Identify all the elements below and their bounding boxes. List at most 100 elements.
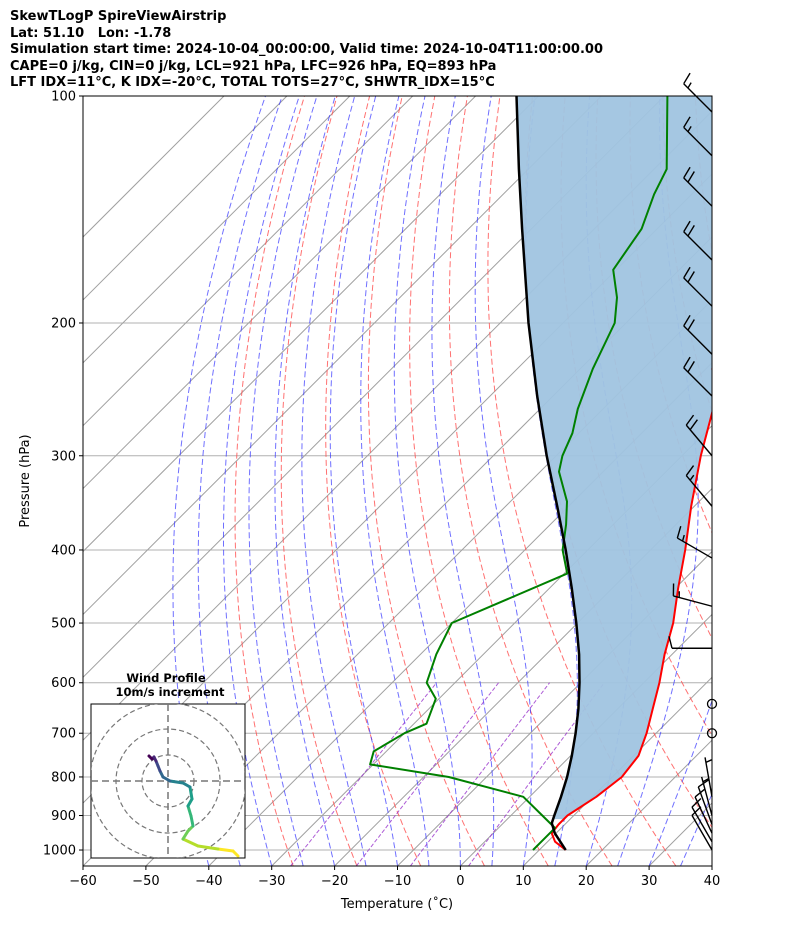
x-tick-label: 30 xyxy=(641,874,658,889)
moist-adiabat-line xyxy=(711,864,712,866)
dry-adiabat-line xyxy=(367,96,485,866)
x-tick-label: −40 xyxy=(195,874,222,889)
wind-barb-flag xyxy=(687,361,695,373)
wind-barb-flag xyxy=(683,116,691,128)
x-tick-label: 10 xyxy=(515,874,532,889)
title-indices-2: LFT IDX=11°C, K IDX=-20°C, TOTAL TOTS=27… xyxy=(10,75,495,90)
wind-barb-flag xyxy=(676,525,682,539)
dry-adiabat-line xyxy=(448,96,613,866)
moist-adiabat-line xyxy=(431,96,495,866)
y-axis-label: Pressure (hPa) xyxy=(18,434,33,527)
moist-adiabat-line xyxy=(648,699,712,866)
chart-titles: SkewTLogP SpireViewAirstrip Lat: 51.10 L… xyxy=(10,9,603,92)
wind-barb-flag xyxy=(683,314,691,327)
y-tick-label: 500 xyxy=(51,617,76,632)
wind-barb-flag xyxy=(683,72,691,85)
wind-barb-flag xyxy=(687,224,695,237)
x-tick-label: 0 xyxy=(456,874,464,889)
isotherm-line xyxy=(83,96,602,616)
moist-adiabat-line xyxy=(248,96,318,866)
title-indices-1: CAPE=0 j/kg, CIN=0 j/kg, LCL=921 hPa, LF… xyxy=(10,58,497,74)
wind-barb-staff xyxy=(683,367,713,397)
wind-barb-half-flag xyxy=(705,759,712,763)
wind-barb-flag xyxy=(685,465,695,477)
axes: −60 −50 −40 −30 −20 −10 0 10 20 30 40 100 200 300 400 5… xyxy=(43,90,720,890)
y-tick-label: 400 xyxy=(51,543,76,558)
y-tick-label: 100 xyxy=(51,90,76,105)
moist-adiabat-line xyxy=(274,96,336,866)
dry-adiabat-line xyxy=(761,96,794,866)
isotherm-line xyxy=(83,96,351,364)
wind-barb-staff xyxy=(694,796,713,834)
parcel-line xyxy=(515,96,581,851)
dry-adiabat-line xyxy=(728,96,794,866)
temperature-line xyxy=(550,367,712,851)
isotherm-line xyxy=(397,550,712,866)
wind-barb-flag xyxy=(668,636,673,649)
y-tick-label: 200 xyxy=(51,316,76,331)
mixing-ratio-line xyxy=(409,682,550,866)
wind-barb-flag xyxy=(683,220,691,233)
dry-adiabat-line xyxy=(409,96,549,866)
moist-adiabat-line xyxy=(393,96,461,866)
wind-barb-staff xyxy=(691,815,713,851)
x-tick-label: −60 xyxy=(69,874,96,889)
isotherm-line xyxy=(711,865,712,866)
x-tick-label: 40 xyxy=(704,874,721,889)
isotherm-line xyxy=(83,96,539,553)
moist-adiabat-line xyxy=(301,96,367,866)
wind-profile-inset: Wind Profile 10m/s increment xyxy=(90,671,246,859)
x-tick-label: −10 xyxy=(384,874,411,889)
wind-barb-staff xyxy=(704,757,713,797)
title-times: Simulation start time: 2024-10-04_00:00:… xyxy=(10,42,603,57)
isotherm-line xyxy=(83,96,414,427)
dry-adiabat-line xyxy=(487,96,677,866)
hodograph-segment xyxy=(216,847,235,853)
hodograph-segment xyxy=(147,754,154,761)
dry-adiabat-line xyxy=(234,96,305,866)
hodograph-segment xyxy=(181,837,200,848)
isotherm-line xyxy=(83,96,288,301)
wind-barb-staff xyxy=(685,475,713,507)
mixing-ratio-line xyxy=(290,682,437,866)
hodograph-segment xyxy=(188,785,194,801)
wind-barb-half-flag xyxy=(689,474,695,481)
wind-barb-staff xyxy=(683,126,713,157)
wind-barb-staff xyxy=(683,177,713,207)
isotherm-line xyxy=(83,96,476,490)
wind-barb-half-flag xyxy=(687,125,692,133)
y-tick-label: 900 xyxy=(51,809,76,824)
inset-subtitle: 10m/s increment xyxy=(116,685,225,699)
wind-barb-flag xyxy=(687,319,695,331)
wind-barb-staff xyxy=(691,806,713,843)
isotherm-line xyxy=(334,487,712,866)
data-series xyxy=(369,96,712,851)
x-tick-label: −50 xyxy=(132,874,159,889)
wind-barb-flag xyxy=(691,797,702,808)
x-tick-label: −30 xyxy=(258,874,285,889)
wind-barb-staff xyxy=(697,786,713,825)
x-tick-label: −20 xyxy=(321,874,348,889)
dewpoint-line xyxy=(369,96,669,851)
isotherm-line xyxy=(83,96,225,238)
wind-barb-half-flag xyxy=(687,82,692,89)
wind-barb-staff xyxy=(683,83,713,113)
moist-adiabat-line xyxy=(329,96,398,866)
inset-plot xyxy=(91,704,245,858)
moist-adiabat-line xyxy=(360,96,430,866)
moist-adiabat-line xyxy=(474,96,533,866)
y-tick-label: 300 xyxy=(51,449,76,464)
moist-adiabat-line xyxy=(680,792,712,866)
wind-barb-flag xyxy=(683,266,691,279)
wind-barb-flag xyxy=(687,271,695,283)
hodograph-segment xyxy=(168,779,185,785)
wind-barb-staff xyxy=(700,776,713,816)
wind-barb-staff xyxy=(677,537,713,559)
hodograph-segment xyxy=(189,814,195,828)
hodograph-segment xyxy=(186,804,193,818)
mixing-ratio-line xyxy=(355,682,499,866)
y-tick-label: 1000 xyxy=(43,844,76,859)
cin-shaded-area xyxy=(516,96,712,820)
wind-barb-flag xyxy=(691,806,702,816)
